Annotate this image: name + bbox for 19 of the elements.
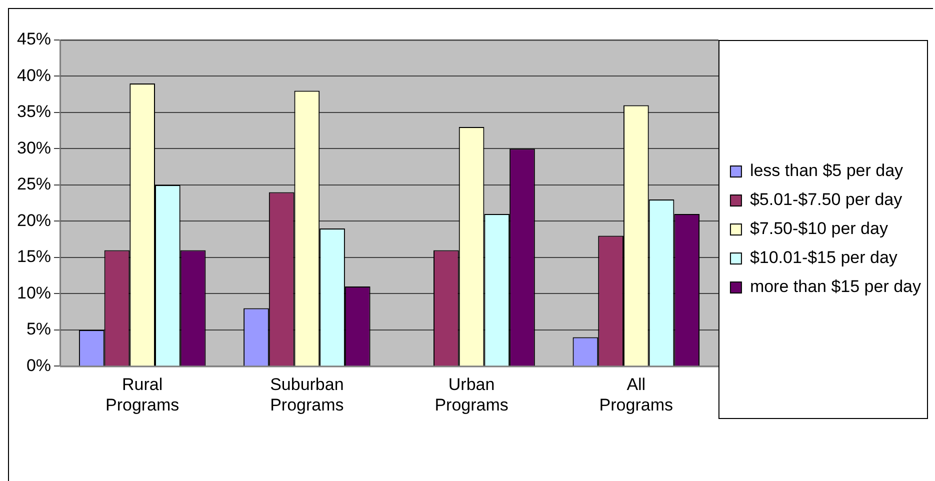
y-tick-label: 40% xyxy=(16,66,52,85)
legend-label: less than $5 per day xyxy=(750,161,904,180)
y-tick-label: 45% xyxy=(16,30,52,49)
x-tick-label: Rural Programs xyxy=(105,375,180,414)
y-tick-label: 20% xyxy=(16,210,52,230)
y-tick-label: 0% xyxy=(26,356,52,375)
x-tick-label: Urban Programs xyxy=(434,375,508,414)
legend-label: $5.01-$7.50 per day xyxy=(750,190,903,210)
legend-label: more than $15 per day xyxy=(750,277,922,296)
legend-label: $7.50-$10 per day xyxy=(750,219,888,238)
y-tick-label: 35% xyxy=(16,102,52,122)
y-tick-label: 5% xyxy=(26,320,52,339)
y-tick-label: 15% xyxy=(16,247,52,266)
legend-label: $10.01-$15 per day xyxy=(750,248,898,268)
y-tick-label: 10% xyxy=(16,283,52,302)
x-tick-label: All Programs xyxy=(599,375,673,414)
y-tick-label: 30% xyxy=(16,138,52,158)
x-tick-label: Suburban Programs xyxy=(270,375,344,414)
y-tick-label: 25% xyxy=(16,174,52,194)
